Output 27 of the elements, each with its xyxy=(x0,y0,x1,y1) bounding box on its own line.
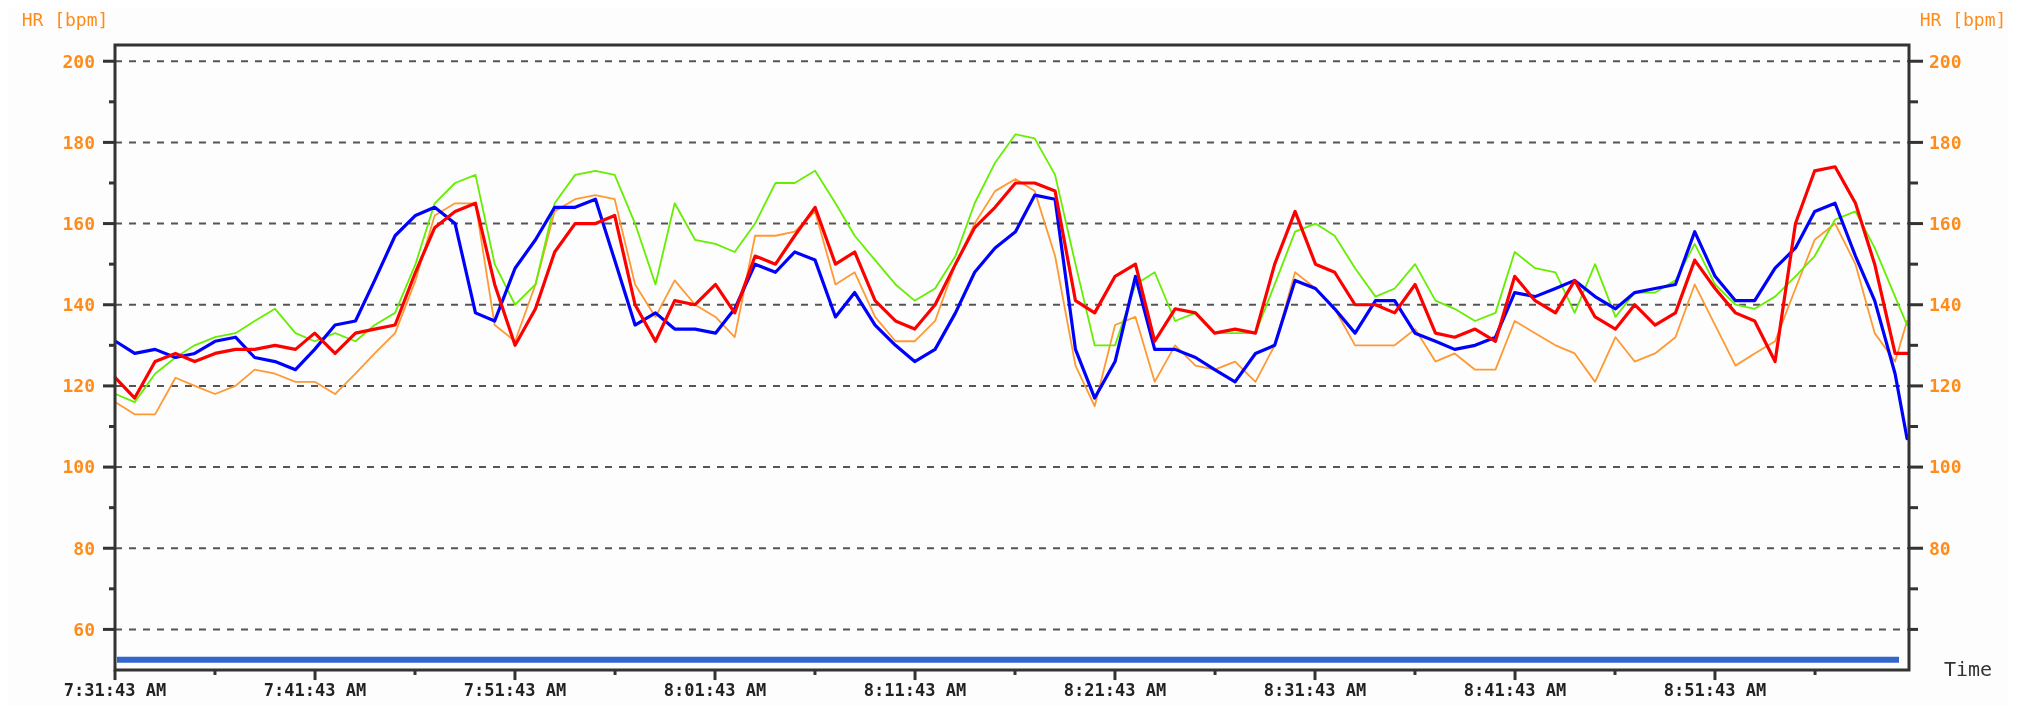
x-tick-label: 7:41:43 AM xyxy=(263,680,367,700)
y-tick-label: 100 xyxy=(62,456,95,478)
y-tick-label: 200 xyxy=(62,50,95,72)
y2-tick-label: 100 xyxy=(1929,456,1962,478)
y2-axis-title: HR [bpm] xyxy=(1919,9,2007,30)
y-tick-label: 120 xyxy=(62,375,95,397)
x-tick-label: 8:11:43 AM xyxy=(863,680,967,700)
x-tick-label: 7:51:43 AM xyxy=(463,680,567,700)
x-axis-title: Time xyxy=(1943,657,1993,681)
y2-tick-label: 140 xyxy=(1929,294,1962,316)
y2-tick-label: 80 xyxy=(1929,537,1951,559)
y-tick-label: 180 xyxy=(62,131,95,153)
y-axis-title: HR [bpm] xyxy=(21,9,109,30)
y-tick-label: 160 xyxy=(62,212,95,234)
y-tick-label: 80 xyxy=(73,537,95,559)
y-tick-label: 140 xyxy=(62,294,95,316)
y2-tick-label: 200 xyxy=(1929,50,1962,72)
x-tick-label: 8:31:43 AM xyxy=(1263,680,1367,700)
x-tick-label: 8:21:43 AM xyxy=(1063,680,1167,700)
y2-tick-label: 160 xyxy=(1929,212,1962,234)
x-tick-label: 8:41:43 AM xyxy=(1463,680,1567,700)
x-tick-label: 8:51:43 AM xyxy=(1663,680,1767,700)
y2-tick-label: 180 xyxy=(1929,131,1962,153)
x-tick-label: 8:01:43 AM xyxy=(663,680,767,700)
x-tick-label: 7:31:43 AM xyxy=(63,680,167,700)
y-tick-label: 60 xyxy=(73,618,95,640)
y2-tick-label: 120 xyxy=(1929,375,1962,397)
